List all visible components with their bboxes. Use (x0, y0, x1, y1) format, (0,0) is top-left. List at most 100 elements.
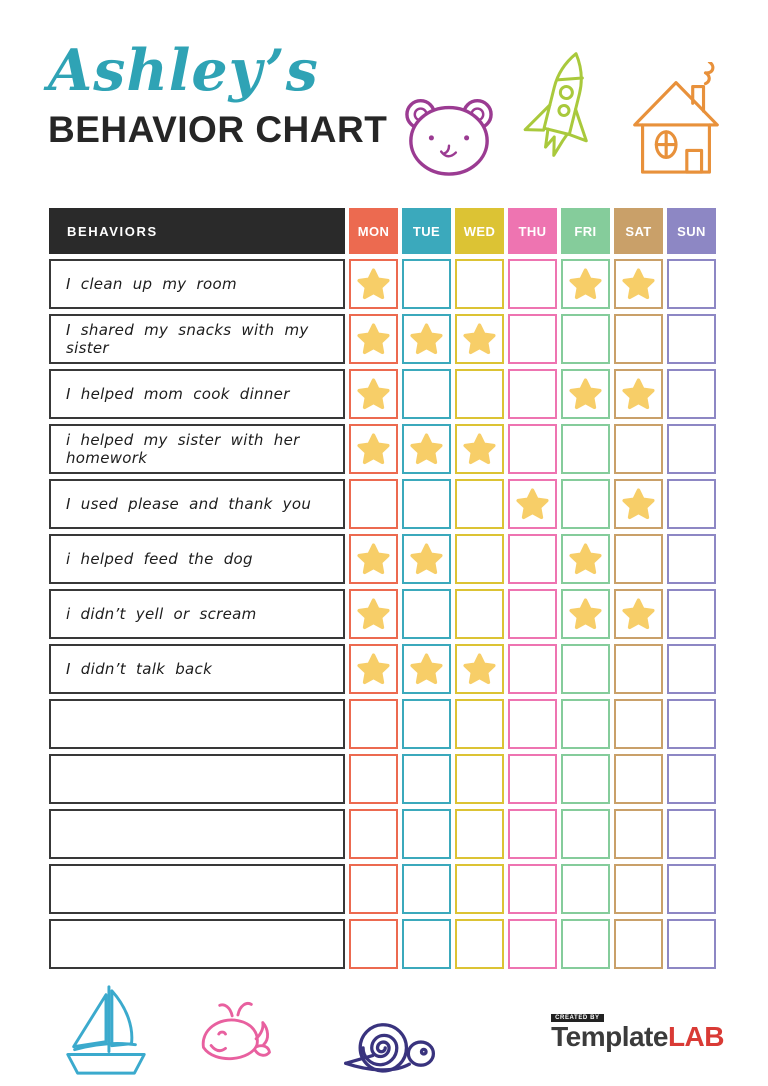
star-icon (357, 377, 390, 409)
day-cell-mon-row5 (349, 479, 398, 529)
day-cell-sun-row3 (667, 369, 716, 419)
day-cell-mon-row4 (349, 424, 398, 474)
day-cell-sat-row1 (614, 259, 663, 309)
star-icon (622, 487, 655, 519)
chart-owner-name: Ashley’s (48, 37, 319, 104)
day-cell-tue-row3 (402, 369, 451, 419)
star-icon (463, 322, 496, 354)
day-cell-wed-row12 (455, 864, 504, 914)
behavior-label: I shared my snacks with my sister (49, 314, 345, 364)
day-cell-tue-row5 (402, 479, 451, 529)
star-icon (463, 432, 496, 464)
day-cell-wed-row3 (455, 369, 504, 419)
day-cell-fri-row8 (561, 644, 610, 694)
day-cell-wed-row9 (455, 699, 504, 749)
day-cell-thu-row10 (508, 754, 557, 804)
star-icon (410, 542, 443, 574)
day-cell-thu-row7 (508, 589, 557, 639)
day-cell-sun-row12 (667, 864, 716, 914)
day-cell-sat-row11 (614, 809, 663, 859)
star-icon (410, 432, 443, 464)
star-icon (410, 652, 443, 684)
day-cell-tue-row2 (402, 314, 451, 364)
day-cell-tue-row12 (402, 864, 451, 914)
bear-icon (405, 99, 493, 176)
day-cell-thu-row12 (508, 864, 557, 914)
day-header-sat: SAT (614, 208, 663, 254)
day-cell-wed-row6 (455, 534, 504, 584)
whale-icon (201, 1002, 271, 1061)
day-cell-tue-row6 (402, 534, 451, 584)
sailboat-icon (66, 985, 146, 1075)
title-block: Ashley’s BEHAVIOR CHART (48, 38, 387, 151)
behavior-label: i didn’t yell or scream (49, 589, 345, 639)
day-cell-wed-row10 (455, 754, 504, 804)
behavior-chart-table: BEHAVIORS MON TUE WED THU FRI SAT SUN I clean up… (49, 208, 720, 969)
star-icon (357, 542, 390, 574)
behavior-label: i helped my sister with her homework (49, 424, 345, 474)
day-cell-mon-row3 (349, 369, 398, 419)
day-cell-sat-row12 (614, 864, 663, 914)
day-cell-sat-row8 (614, 644, 663, 694)
behaviors-header: BEHAVIORS (49, 208, 345, 254)
created-by-label: CREATED BY (551, 1013, 604, 1022)
day-cell-sat-row13 (614, 919, 663, 969)
star-icon (410, 322, 443, 354)
day-cell-wed-row13 (455, 919, 504, 969)
day-cell-fri-row7 (561, 589, 610, 639)
behavior-label: I clean up my room (49, 259, 345, 309)
day-cell-mon-row1 (349, 259, 398, 309)
top-decorative-icons (400, 44, 726, 178)
day-cell-thu-row1 (508, 259, 557, 309)
day-cell-sun-row1 (667, 259, 716, 309)
day-cell-mon-row7 (349, 589, 398, 639)
day-cell-tue-row9 (402, 699, 451, 749)
day-header-sun: SUN (667, 208, 716, 254)
day-cell-wed-row2 (455, 314, 504, 364)
day-header-mon: MON (349, 208, 398, 254)
brand-primary: Template (551, 1020, 668, 1052)
star-icon (357, 322, 390, 354)
star-icon (357, 652, 390, 684)
day-header-wed: WED (455, 208, 504, 254)
day-header-tue: TUE (402, 208, 451, 254)
day-cell-wed-row5 (455, 479, 504, 529)
day-cell-wed-row4 (455, 424, 504, 474)
star-icon (516, 487, 549, 519)
day-cell-fri-row13 (561, 919, 610, 969)
day-cell-sun-row13 (667, 919, 716, 969)
day-cell-thu-row3 (508, 369, 557, 419)
day-cell-fri-row12 (561, 864, 610, 914)
behavior-label: I used please and thank you (49, 479, 345, 529)
day-cell-mon-row13 (349, 919, 398, 969)
day-cell-thu-row2 (508, 314, 557, 364)
star-icon (622, 377, 655, 409)
day-cell-wed-row8 (455, 644, 504, 694)
page-title: BEHAVIOR CHART (48, 109, 388, 150)
day-cell-thu-row8 (508, 644, 557, 694)
day-cell-fri-row4 (561, 424, 610, 474)
day-cell-fri-row1 (561, 259, 610, 309)
brand-name: TemplateLAB (551, 1020, 724, 1052)
day-cell-fri-row10 (561, 754, 610, 804)
day-cell-thu-row4 (508, 424, 557, 474)
day-cell-thu-row6 (508, 534, 557, 584)
day-cell-sat-row4 (614, 424, 663, 474)
rocket-icon (523, 52, 588, 157)
house-icon (633, 62, 719, 174)
page-footer: CREATED BY TemplateLAB (0, 969, 768, 1079)
day-cell-tue-row13 (402, 919, 451, 969)
star-icon (463, 652, 496, 684)
star-icon (569, 377, 602, 409)
day-cell-thu-row13 (508, 919, 557, 969)
behavior-label (49, 919, 345, 969)
day-cell-sat-row9 (614, 699, 663, 749)
day-cell-tue-row4 (402, 424, 451, 474)
star-icon (357, 267, 390, 299)
day-cell-sat-row3 (614, 369, 663, 419)
day-cell-tue-row8 (402, 644, 451, 694)
behavior-label (49, 864, 345, 914)
day-cell-fri-row2 (561, 314, 610, 364)
star-icon (622, 597, 655, 629)
day-cell-sun-row7 (667, 589, 716, 639)
